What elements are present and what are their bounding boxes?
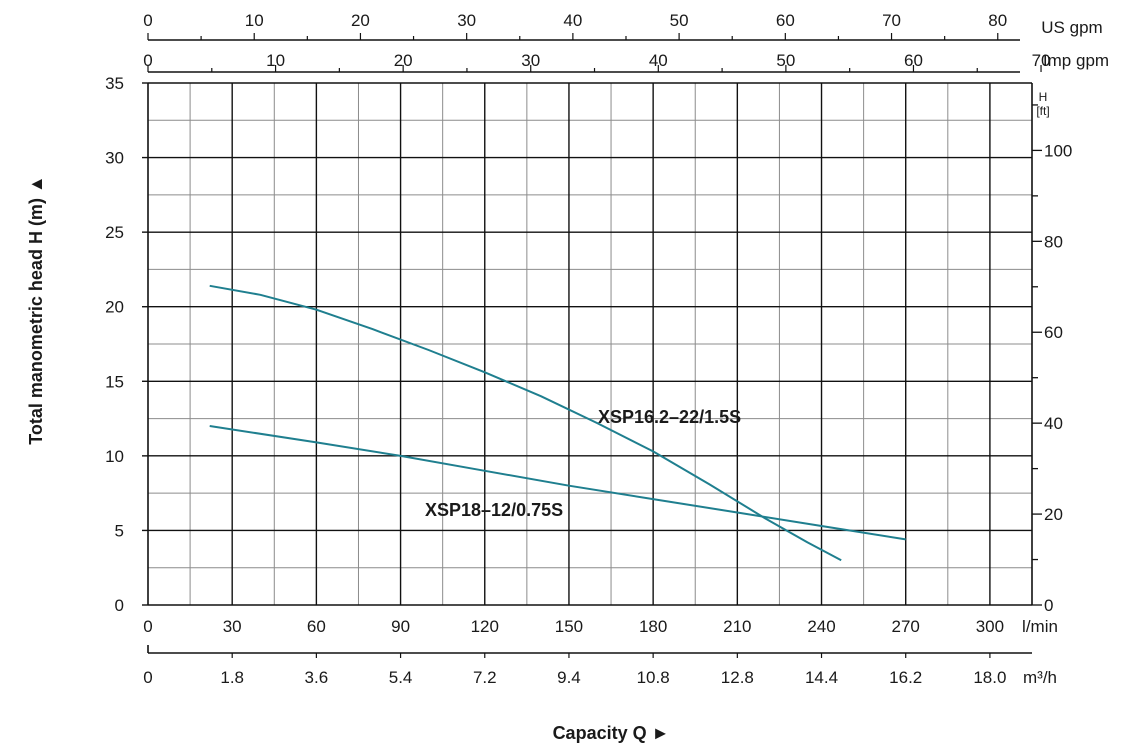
- x-tick-label-lmin: 0: [143, 617, 152, 636]
- x-tick-label-lmin: 150: [555, 617, 583, 636]
- us-gpm-tick-label: 50: [670, 11, 689, 30]
- ft-tick-label: 100: [1044, 141, 1072, 160]
- series-label-xsp18-12: XSP18–12/0.75S: [425, 500, 563, 520]
- us-gpm-tick-label: 20: [351, 11, 370, 30]
- imp-gpm-tick-label: 70: [1032, 51, 1051, 70]
- m3h-tick-label: 16.2: [889, 668, 922, 687]
- imp-gpm-tick-label: 0: [143, 51, 152, 70]
- x-tick-label-lmin: 60: [307, 617, 326, 636]
- ft-tick-label: 40: [1044, 414, 1063, 433]
- imp-gpm-tick-label: 50: [776, 51, 795, 70]
- m3h-tick-label: 9.4: [557, 668, 581, 687]
- grid-major: [148, 83, 1032, 605]
- ft-unit-bottom: [ft]: [1036, 104, 1049, 118]
- x-tick-label-lmin: 120: [471, 617, 499, 636]
- y-tick-label: 20: [105, 298, 124, 317]
- x-tick-label-lmin: 30: [223, 617, 242, 636]
- x-unit-lmin: l/min: [1022, 617, 1058, 636]
- curves: [209, 284, 906, 562]
- ft-unit-top: H: [1039, 90, 1048, 104]
- us-gpm-tick-label: 0: [143, 11, 152, 30]
- imp-gpm-tick-label: 30: [521, 51, 540, 70]
- y-tick-label: 25: [105, 223, 124, 242]
- x-tick-label-lmin: 300: [976, 617, 1004, 636]
- us-gpm-tick-label: 30: [457, 11, 476, 30]
- y-tick-label: 5: [115, 521, 124, 540]
- y-tick-label: 15: [105, 372, 124, 391]
- m3h-tick-label: 12.8: [721, 668, 754, 687]
- ft-tick-label: 80: [1044, 232, 1063, 251]
- us-gpm-tick-label: 60: [776, 11, 795, 30]
- us-gpm-unit: US gpm: [1041, 18, 1102, 37]
- imp-gpm-unit: Imp gpm: [1043, 51, 1109, 70]
- us-gpm-tick-label: 10: [245, 11, 264, 30]
- curve-xsp16-2-22: [209, 284, 842, 562]
- series-labels: XSP16.2–22/1.5S XSP18–12/0.75S: [425, 407, 741, 520]
- m3h-tick-label: 7.2: [473, 668, 497, 687]
- curve-xsp18-12: [209, 425, 906, 541]
- m3h-tick-label: 5.4: [389, 668, 413, 687]
- x-tick-label-lmin: 180: [639, 617, 667, 636]
- ft-tick-label: 60: [1044, 323, 1063, 342]
- axes: [142, 33, 1042, 658]
- grid-minor: [148, 83, 1032, 605]
- ft-tick-label: 20: [1044, 505, 1063, 524]
- y-tick-label: 30: [105, 149, 124, 168]
- series-label-xsp16-2-22: XSP16.2–22/1.5S: [598, 407, 741, 427]
- us-gpm-tick-label: 40: [563, 11, 582, 30]
- m3h-tick-label: 18.0: [973, 668, 1006, 687]
- imp-gpm-tick-label: 60: [904, 51, 923, 70]
- m3h-unit: m³/h: [1023, 668, 1057, 687]
- us-gpm-tick-label: 70: [882, 11, 901, 30]
- y-axis-title: Total manometric head H (m) ▲: [26, 175, 46, 445]
- m3h-tick-label: 14.4: [805, 668, 838, 687]
- x-tick-label-lmin: 210: [723, 617, 751, 636]
- m3h-tick-label: 3.6: [305, 668, 329, 687]
- y-tick-label: 0: [115, 596, 124, 615]
- x-tick-label-lmin: 270: [892, 617, 920, 636]
- m3h-tick-label: 10.8: [637, 668, 670, 687]
- x-tick-label-lmin: 240: [807, 617, 835, 636]
- us-gpm-tick-label: 80: [988, 11, 1007, 30]
- x-tick-label-lmin: 90: [391, 617, 410, 636]
- m3h-tick-label: 1.8: [220, 668, 244, 687]
- x-axis-title: Capacity Q ►: [553, 723, 670, 743]
- m3h-tick-label: 0: [143, 668, 152, 687]
- tick-labels: 0 30 60 90 120 150 180 210 240 270 300 l/min0510152…: [26, 11, 1109, 743]
- y-tick-label: 10: [105, 447, 124, 466]
- imp-gpm-tick-label: 40: [649, 51, 668, 70]
- imp-gpm-tick-label: 10: [266, 51, 285, 70]
- imp-gpm-tick-label: 20: [394, 51, 413, 70]
- y-tick-label: 35: [105, 74, 124, 93]
- ft-tick-label: 0: [1044, 596, 1053, 615]
